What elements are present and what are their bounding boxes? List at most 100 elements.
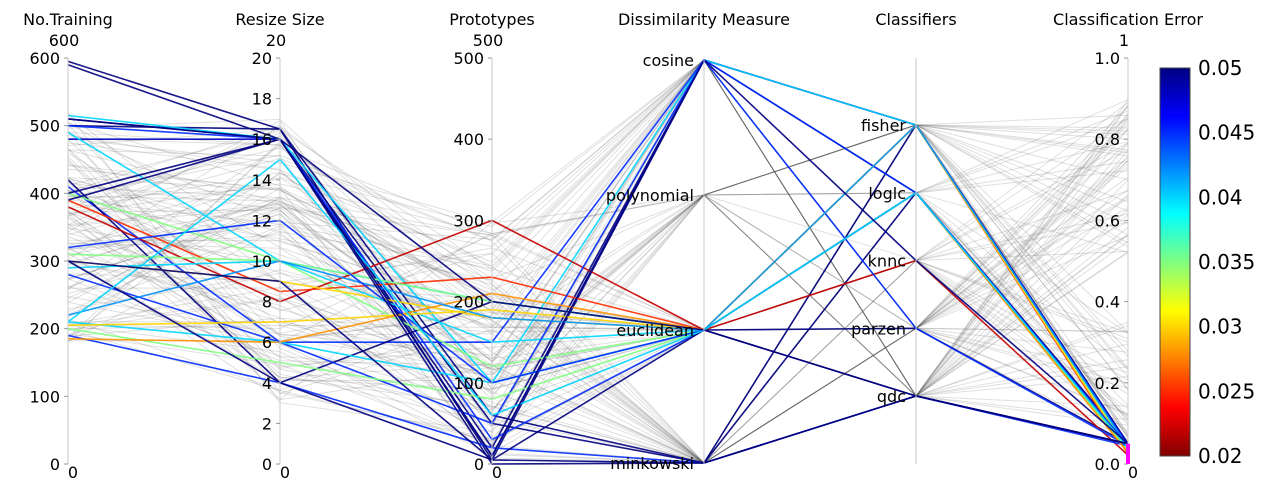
tick-label: 300 (29, 252, 60, 271)
colorbar-label: 0.05 (1198, 56, 1243, 80)
background-line (67, 59, 1129, 416)
tick-label: 8 (262, 293, 272, 312)
tick-label: 16 (252, 130, 272, 149)
background-line (67, 192, 1129, 421)
background-line (67, 59, 1129, 384)
axis-title: No.Training (23, 10, 113, 29)
highlighted-lines (67, 58, 1129, 465)
background-line (67, 131, 1129, 426)
data-line (67, 58, 1129, 458)
background-line (67, 189, 1129, 353)
background-line (67, 124, 1129, 411)
tick-label: 600 (29, 49, 60, 68)
tick-label: 400 (29, 184, 60, 203)
tick-label: 2 (262, 414, 272, 433)
background-line (67, 194, 1129, 373)
background-line (67, 259, 1129, 334)
background-line (67, 192, 1129, 426)
background-line (67, 124, 1129, 464)
background-line (67, 118, 1129, 397)
tick-label: 100 (453, 374, 484, 393)
background-line (67, 235, 1129, 464)
background-line (67, 59, 1129, 332)
background-line (67, 160, 1129, 376)
background-line (67, 59, 1129, 446)
category-label: loglc (868, 184, 906, 203)
tick-label: 0 (262, 455, 272, 474)
tick-label: 400 (453, 130, 484, 149)
category-label: fisher (861, 116, 906, 135)
tick-label: 0.0 (1095, 455, 1120, 474)
tick-label: 100 (29, 387, 60, 406)
background-line (67, 124, 1129, 368)
data-line (67, 58, 1129, 447)
background-line (67, 241, 1129, 449)
background-line (67, 129, 1129, 395)
axis-max-label: 500 (473, 31, 504, 50)
tick-label: 0 (50, 455, 60, 474)
background-line (67, 124, 1129, 464)
background-line (67, 179, 1129, 464)
background-line (67, 59, 1129, 397)
tick-label: 0.8 (1095, 130, 1120, 149)
axis-min-label: 0 (1128, 463, 1138, 482)
background-line (67, 59, 1129, 420)
background-line (67, 233, 1129, 397)
axis-max-label: 20 (266, 31, 286, 50)
background-line (67, 126, 1129, 428)
background-line (67, 144, 1129, 464)
background-line (67, 59, 1129, 395)
tick-label: 18 (252, 90, 272, 109)
tick-label: 500 (453, 49, 484, 68)
background-line (67, 59, 1129, 433)
tick-label: 0 (474, 455, 484, 474)
background-line (67, 221, 1129, 409)
background-line (67, 59, 1129, 428)
background-line (67, 59, 1129, 417)
background-line (67, 124, 1129, 464)
background-line (67, 147, 1129, 397)
tick-label: 200 (29, 320, 60, 339)
colorbar-label: 0.035 (1198, 250, 1255, 274)
background-line (67, 168, 1129, 333)
background-line (68, 124, 1129, 342)
axis-max-label: 1 (1119, 31, 1129, 50)
brush-selection[interactable] (1126, 443, 1130, 464)
tick-label: 1.0 (1095, 49, 1120, 68)
axis-title: Resize Size (235, 10, 324, 29)
background-line (67, 124, 1129, 464)
category-label: parzen (851, 319, 906, 338)
colorbar-label: 0.045 (1198, 121, 1255, 145)
axis-max-label: 600 (49, 31, 80, 50)
background-line (67, 213, 1129, 464)
tick-label: 10 (252, 252, 272, 271)
axis-min-label: 0 (68, 463, 78, 482)
background-line (67, 148, 1129, 409)
background-line (67, 141, 1129, 331)
axis-min-label: 0 (280, 463, 290, 482)
axis-title: Classification Error (1053, 10, 1203, 29)
category-label: polynomial (606, 186, 694, 205)
background-line (67, 196, 1129, 331)
colorbar-label: 0.03 (1198, 315, 1243, 339)
colorbar-scale (1159, 67, 1191, 457)
data-line (67, 123, 1129, 448)
tick-label: 0.4 (1095, 293, 1120, 312)
axes-group: No.Training60001002003004005006000Resize… (23, 10, 1203, 482)
tick-label: 20 (252, 49, 272, 68)
axis-min-label: 0 (492, 463, 502, 482)
background-line (67, 149, 1129, 464)
background-line (67, 190, 1129, 360)
data-line (67, 158, 1129, 449)
background-line (67, 124, 1129, 435)
background-line (67, 112, 1129, 464)
background-line (67, 194, 1129, 415)
background-line (67, 124, 1129, 435)
background-line (67, 259, 1129, 464)
tick-label: 0.6 (1095, 211, 1120, 230)
background-line (67, 122, 1129, 464)
background-line (67, 59, 1129, 397)
background-line (67, 171, 1129, 464)
background-line (67, 128, 1129, 464)
background-line (67, 124, 1129, 464)
